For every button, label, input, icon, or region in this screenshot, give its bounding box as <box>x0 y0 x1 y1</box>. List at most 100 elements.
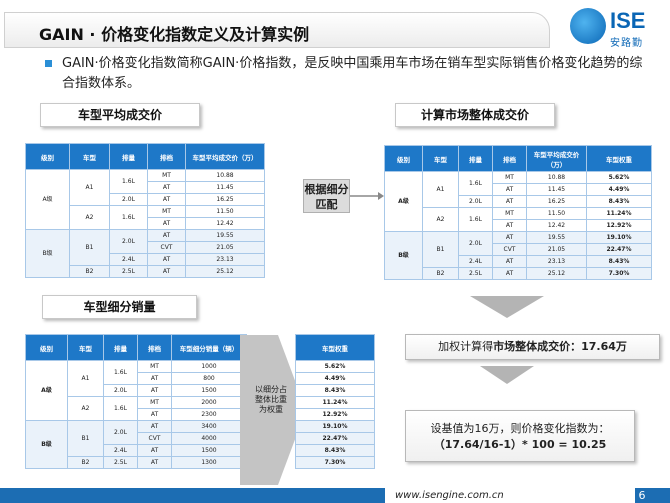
th-model: 车型 <box>69 143 110 170</box>
cell-gear: AT <box>147 229 186 242</box>
cell-model: B1 <box>69 229 110 266</box>
table-row: AT 12.42 <box>26 217 265 230</box>
cell-sales: 4000 <box>171 432 247 445</box>
cell-gear: AT <box>137 384 172 397</box>
match-text: 根据细分匹配 <box>304 183 349 211</box>
cell-weight: 5.62% <box>586 171 652 184</box>
cell-gear: CVT <box>492 243 527 256</box>
cell-sales: 3400 <box>171 420 247 433</box>
weight-arrow-icon <box>240 335 306 485</box>
cell-model: B2 <box>69 265 110 278</box>
cell-price: 25.12 <box>526 267 587 280</box>
table-row: 2.4L AT 1500 <box>26 444 247 457</box>
cell-sales: 800 <box>171 372 247 385</box>
cell-gear: AT <box>147 193 186 206</box>
cell-disp: 2.5L <box>109 265 148 278</box>
cell-level: B级 <box>25 229 70 278</box>
cell-model: B2 <box>67 456 104 469</box>
table-row: AT 2300 <box>26 408 247 421</box>
result-index-formula: （17.64/16-1）* 100 = 10.25 <box>433 438 607 451</box>
sales-weight-table: 车型权重 5.62% 4.49% 8.43% 11.24% 12.92% 19.… <box>295 334 375 469</box>
th-avg-price: 车型平均成交价（万） <box>526 145 587 172</box>
title-bar: GAIN · 价格变化指数定义及计算实例 <box>4 12 550 48</box>
cell-gear: CVT <box>147 241 186 254</box>
cell-gear: MT <box>137 396 172 409</box>
th-displacement: 排量 <box>103 334 138 361</box>
table-row: AT 11.45 4.49% <box>385 183 652 196</box>
match-box: 根据细分匹配 <box>303 179 350 213</box>
th-level: 级别 <box>384 145 423 172</box>
cell-gear: AT <box>137 456 172 469</box>
label-market-price: 计算市场整体成交价 <box>395 103 555 127</box>
cell-price: 10.88 <box>526 171 587 184</box>
label-avg-price: 车型平均成交价 <box>40 103 200 127</box>
cell-weight: 11.24% <box>586 207 652 220</box>
market-price-table: 级别 车型 排量 排档 车型平均成交价（万） 车型权重 A级 A1 1.6L M… <box>384 145 652 280</box>
table-header-row: 级别 车型 排量 排档 车型细分销量（辆） <box>25 334 247 361</box>
th-model: 车型 <box>67 334 104 361</box>
table-row: A级 A1 1.6L MT 10.88 <box>25 169 265 230</box>
th-displacement: 排量 <box>109 143 148 170</box>
cell-level: A级 <box>384 171 423 232</box>
cell-weight: 8.43% <box>295 384 375 397</box>
footer-url[interactable]: www.isengine.com.cn <box>385 488 635 503</box>
cell-level: A级 <box>25 169 70 230</box>
cell-gear: AT <box>137 444 172 457</box>
cell-level: B级 <box>384 231 423 280</box>
cell-disp: 2.0L <box>109 193 148 206</box>
cell-weight: 7.30% <box>586 267 652 280</box>
table-header-row: 级别 车型 排量 排档 车型平均成交价（万） <box>25 143 265 170</box>
cell-gear: MT <box>492 171 527 184</box>
table-row: 2.0L AT 16.25 8.43% <box>385 195 652 208</box>
intro-text: GAIN·价格变化指数简称GAIN·价格指数，是反映中国乘用车市场在销车型实际销… <box>62 56 643 91</box>
table-row: 8.43% <box>295 444 375 457</box>
cell-price: 16.25 <box>526 195 587 208</box>
table-row: B2 2.5L AT 25.12 7.30% <box>385 267 652 280</box>
cell-gear: AT <box>492 267 527 280</box>
cell-price: 21.05 <box>185 241 265 254</box>
cell-price: 23.13 <box>185 253 265 266</box>
table-row: B级 B1 2.0L AT 19.55 19.10% <box>384 231 652 280</box>
table-row: A2 1.6L MT 2000 <box>26 396 247 421</box>
table-row: CVT 21.05 22.47% <box>385 243 652 256</box>
cell-price: 23.13 <box>526 255 587 268</box>
page-number: 6 <box>638 489 646 502</box>
cell-weight: 8.43% <box>586 195 652 208</box>
table-row: 22.47% <box>295 432 375 445</box>
cell-weight: 12.92% <box>586 219 652 232</box>
cell-price: 12.42 <box>185 217 265 230</box>
table-row: 4.49% <box>295 372 375 385</box>
table-row: A2 1.6L MT 11.50 <box>26 205 265 230</box>
cell-disp: 2.4L <box>109 253 148 266</box>
table-row: 2.4L AT 23.13 <box>26 253 265 266</box>
th-level: 级别 <box>25 143 70 170</box>
table-header-row: 车型权重 <box>295 334 375 361</box>
cell-disp: 1.6L <box>458 171 493 196</box>
cell-sales: 1500 <box>171 384 247 397</box>
cell-model: A1 <box>422 171 459 208</box>
cell-disp: 1.6L <box>458 207 493 232</box>
cell-disp: 2.0L <box>109 229 148 254</box>
cell-price: 11.45 <box>185 181 265 194</box>
cell-disp: 2.5L <box>103 456 138 469</box>
table-row: 5.62% <box>295 360 375 373</box>
th-level: 级别 <box>25 334 68 361</box>
arrow-right-icon <box>350 192 384 200</box>
cell-model: B2 <box>422 267 459 280</box>
avg-price-table: 级别 车型 排量 排档 车型平均成交价（万） A级 A1 1.6L MT 10.… <box>25 143 265 278</box>
table-row: A2 1.6L MT 11.50 11.24% <box>385 207 652 232</box>
cell-disp: 1.6L <box>103 396 138 421</box>
cell-gear: AT <box>492 219 527 232</box>
cell-price: 11.45 <box>526 183 587 196</box>
cell-price: 12.42 <box>526 219 587 232</box>
th-avg-price: 车型平均成交价（万） <box>185 143 265 170</box>
th-gear: 排档 <box>147 143 186 170</box>
cell-disp: 2.0L <box>103 384 138 397</box>
cell-sales: 2300 <box>171 408 247 421</box>
result-index: 设基值为16万，则价格变化指数为： （17.64/16-1）* 100 = 10… <box>405 410 635 462</box>
cell-weight: 22.47% <box>586 243 652 256</box>
cell-model: A1 <box>69 169 110 206</box>
logo-globe-icon <box>570 8 606 44</box>
cell-disp: 2.4L <box>458 255 493 268</box>
cell-gear: AT <box>147 217 186 230</box>
